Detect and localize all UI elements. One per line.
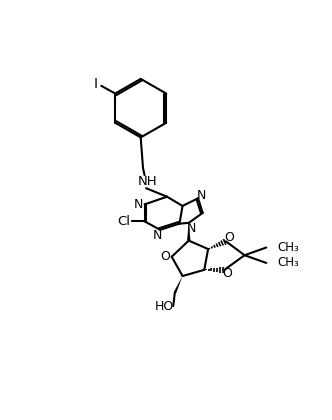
Text: HO: HO bbox=[155, 299, 174, 312]
Text: O: O bbox=[224, 231, 234, 244]
Text: N: N bbox=[152, 229, 162, 241]
Text: CH₃: CH₃ bbox=[277, 257, 299, 269]
Text: N: N bbox=[197, 189, 207, 202]
Text: N: N bbox=[187, 222, 197, 235]
Text: Cl: Cl bbox=[117, 215, 130, 228]
Text: I: I bbox=[94, 77, 98, 91]
Text: O: O bbox=[160, 250, 170, 263]
Text: NH: NH bbox=[138, 175, 157, 188]
Text: O: O bbox=[222, 267, 232, 280]
Text: N: N bbox=[134, 198, 143, 211]
Polygon shape bbox=[187, 223, 191, 241]
Text: CH₃: CH₃ bbox=[277, 241, 299, 254]
Polygon shape bbox=[174, 276, 183, 294]
